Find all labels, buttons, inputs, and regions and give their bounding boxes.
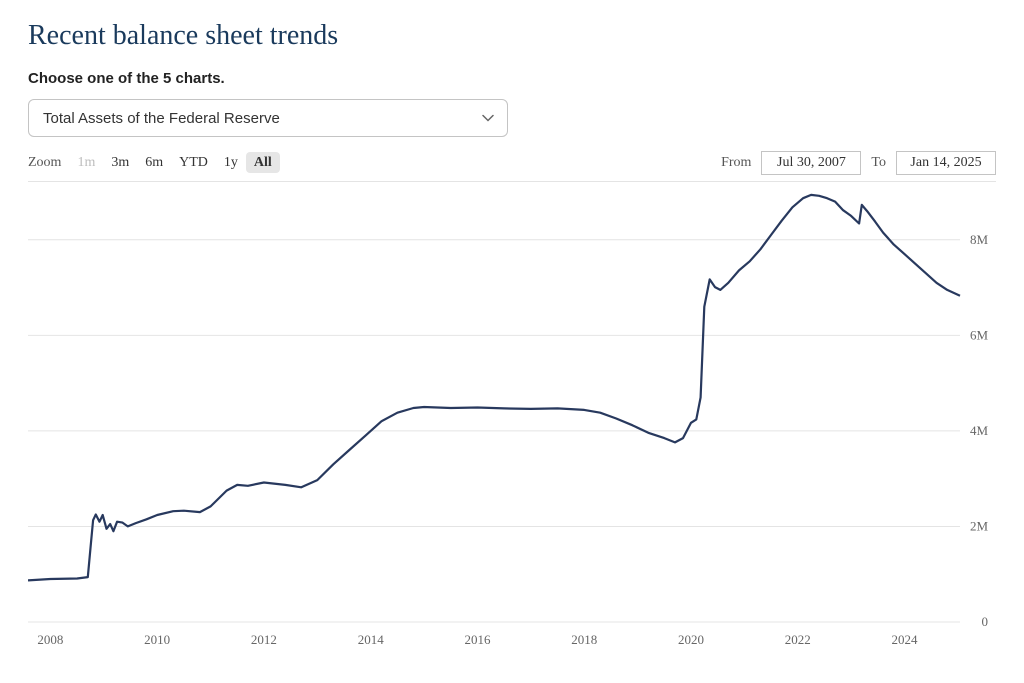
chart-controls: Zoom 1m3m6mYTD1yAll From Jul 30, 2007 To… bbox=[28, 151, 996, 175]
zoom-ytd-button[interactable]: YTD bbox=[171, 152, 216, 173]
x-tick-label: 2010 bbox=[144, 632, 170, 647]
x-tick-label: 2024 bbox=[891, 632, 918, 647]
x-tick-label: 2008 bbox=[37, 632, 63, 647]
x-tick-label: 2014 bbox=[358, 632, 385, 647]
y-tick-label: 4M bbox=[970, 423, 989, 438]
x-tick-label: 2022 bbox=[785, 632, 811, 647]
y-tick-label: 0 bbox=[982, 614, 989, 629]
series-line bbox=[28, 195, 960, 581]
chart-select-value[interactable]: Total Assets of the Federal Reserve bbox=[28, 99, 508, 137]
zoom-group: Zoom 1m3m6mYTD1yAll bbox=[28, 155, 280, 171]
chart-subtitle: Choose one of the 5 charts. bbox=[28, 70, 996, 87]
to-date-input[interactable]: Jan 14, 2025 bbox=[896, 151, 996, 175]
zoom-6m-button[interactable]: 6m bbox=[137, 152, 171, 173]
y-tick-label: 6M bbox=[970, 327, 989, 342]
from-date-input[interactable]: Jul 30, 2007 bbox=[761, 151, 861, 175]
x-tick-label: 2016 bbox=[464, 632, 491, 647]
x-tick-label: 2020 bbox=[678, 632, 704, 647]
from-label: From bbox=[721, 155, 751, 171]
x-tick-label: 2018 bbox=[571, 632, 597, 647]
zoom-1y-button[interactable]: 1y bbox=[216, 152, 246, 173]
line-chart[interactable]: 0 2M 4M 6M 8M 2008 2010 2012 2014 2016 2018 2020 202… bbox=[28, 182, 996, 652]
zoom-label: Zoom bbox=[28, 155, 61, 171]
zoom-3m-button[interactable]: 3m bbox=[103, 152, 137, 173]
page-title: Recent balance sheet trends bbox=[28, 20, 996, 52]
y-tick-label: 8M bbox=[970, 232, 989, 247]
y-tick-label: 2M bbox=[970, 518, 989, 533]
zoom-1m-button: 1m bbox=[69, 152, 103, 173]
x-tick-label: 2012 bbox=[251, 632, 277, 647]
zoom-all-button[interactable]: All bbox=[246, 152, 280, 173]
to-label: To bbox=[871, 155, 886, 171]
chart-select[interactable]: Total Assets of the Federal Reserve bbox=[28, 99, 508, 137]
date-range-group: From Jul 30, 2007 To Jan 14, 2025 bbox=[721, 151, 996, 175]
